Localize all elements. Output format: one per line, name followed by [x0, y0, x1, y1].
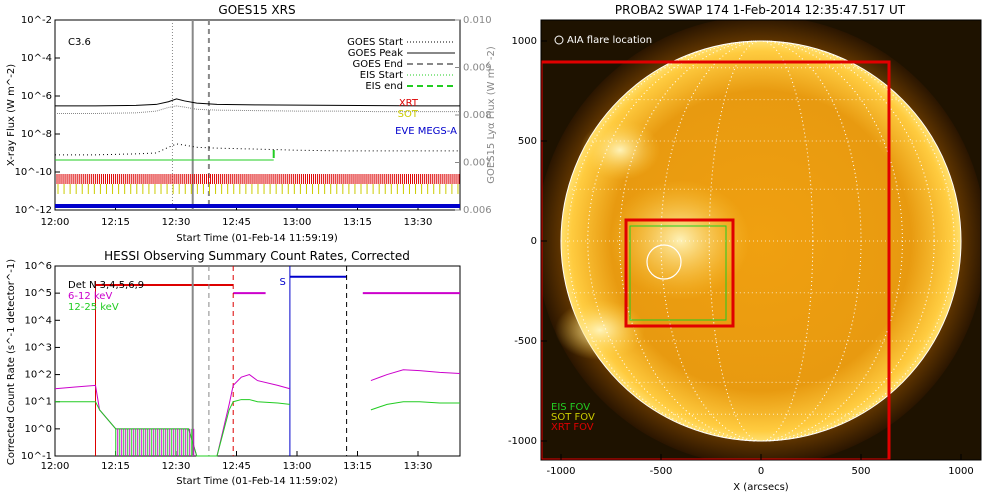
goes-ytick-right-label: 0.007 — [463, 158, 492, 169]
aia-legend-circle — [554, 35, 564, 45]
hessi-legend-label: 6-12 keV — [68, 291, 112, 302]
hessi-xtick-label: 12:00 — [41, 461, 70, 472]
longitude-gridline — [619, 40, 903, 442]
hessi-ytick-label: 10^4 — [25, 315, 52, 326]
swap-xtick-label: -500 — [650, 466, 673, 477]
hessi-series-line — [55, 399, 290, 457]
goes-series-line — [55, 143, 460, 156]
goes-ytick-right-label: 0.009 — [463, 63, 492, 74]
longitude-gridline — [567, 40, 955, 442]
goes-series-line — [55, 105, 460, 114]
goes-legend-label: GOES Start — [347, 37, 403, 48]
instrument-label: SOT — [398, 109, 419, 120]
fov-label: XRT FOV — [551, 422, 594, 433]
goes-ylabel: X-ray Flux (W m^-2) — [6, 64, 17, 166]
goes-legend-label: EIS Start — [360, 70, 403, 81]
xrt-fov-large — [541, 60, 891, 460]
goes-xtick-label: 12:00 — [41, 217, 70, 228]
fov-label: SOT FOV — [551, 412, 595, 423]
goes-xtick-label: 12:30 — [162, 217, 191, 228]
goes-xtick-label: 13:00 — [283, 217, 312, 228]
swap-ytick-label: -1000 — [508, 436, 537, 447]
hessi-ytick-label: 10^0 — [25, 424, 52, 435]
instrument-label: XRT — [399, 98, 419, 109]
hessi-xtick-label: 12:45 — [222, 461, 251, 472]
hessi-legend-label: Det N 3,4,5,6,9 — [68, 280, 144, 291]
hessi-ylabel: Corrected Count Rate (s^-1 detector^-1) — [6, 259, 17, 465]
hessi-ytick-label: 10^2 — [25, 370, 52, 381]
fov-label: EIS FOV — [551, 402, 590, 413]
goes-ytick-label: 10^-10 — [15, 167, 52, 178]
active-region — [555, 300, 645, 360]
goes-xtick-label: 13:15 — [343, 217, 372, 228]
hessi-series-line — [54, 374, 291, 457]
swap-xlabel: X (arcsecs) — [733, 482, 789, 493]
longitude-gridline — [587, 40, 935, 442]
goes-ytick-right-label: 0.008 — [463, 110, 492, 121]
hessi-plot-frame — [54, 265, 461, 457]
eis-fov — [629, 225, 727, 321]
hessi-legend-label: 12-25 keV — [68, 302, 119, 313]
goes-legend-label: GOES End — [353, 59, 403, 70]
goes-ytick-label: 10^-6 — [21, 91, 52, 102]
instrument-label: EVE MEGS-A — [395, 126, 457, 137]
swap-ytick-label: -500 — [514, 336, 537, 347]
goes-xlabel: Start Time (01-Feb-14 11:59:19) — [176, 233, 338, 244]
goes-class-label: C3.6 — [68, 37, 91, 48]
hessi-ytick-label: 10^5 — [25, 288, 52, 299]
goes-ytick-right-label: 0.006 — [463, 205, 492, 216]
hessi-ytick-label: 10^1 — [25, 397, 52, 408]
active-region — [580, 120, 660, 180]
hessi-xtick-label: 13:00 — [283, 461, 312, 472]
hessi-series-line — [370, 369, 461, 382]
active-region — [610, 180, 750, 300]
hessi-series-line — [370, 401, 460, 411]
swap-ytick-label: 0 — [531, 236, 537, 247]
hessi-xtick-label: 13:30 — [404, 461, 433, 472]
longitude-gridline — [708, 40, 814, 442]
aia-flare-circle — [646, 244, 682, 280]
swap-xtick-label: -1000 — [546, 466, 575, 477]
hessi-xtick-label: 12:15 — [101, 461, 130, 472]
swap-ytick-label: 500 — [518, 136, 537, 147]
goes-title: GOES15 XRS — [218, 3, 295, 17]
goes-xtick-label: 12:15 — [101, 217, 130, 228]
hessi-ytick-label: 10^3 — [25, 342, 52, 353]
swap-ytick-label: 1000 — [512, 36, 537, 47]
swap-xtick-label: 0 — [758, 466, 764, 477]
hessi-ytick-label: 10^6 — [25, 261, 52, 272]
hessi-xtick-label: 12:30 — [162, 461, 191, 472]
goes-xtick-label: 13:30 — [404, 217, 433, 228]
swap-xtick-label: 1000 — [948, 466, 973, 477]
xrt-fov — [624, 218, 735, 328]
goes-legend-label: EIS end — [365, 81, 403, 92]
goes-ytick-label: 10^-12 — [15, 205, 52, 216]
goes-ytick-right-label: 0.010 — [463, 15, 492, 26]
hessi-s-marker: S — [279, 277, 285, 288]
hessi-xtick-label: 13:15 — [343, 461, 372, 472]
longitude-gridline — [660, 40, 862, 442]
goes-series-line — [55, 98, 460, 107]
hessi-title: HESSI Observing Summary Count Rates, Cor… — [104, 249, 410, 263]
hessi-xlabel: Start Time (01-Feb-14 11:59:02) — [176, 476, 338, 487]
goes-xtick-label: 12:45 — [222, 217, 251, 228]
hessi-ytick-label: 10^-1 — [21, 451, 52, 462]
goes-ytick-label: 10^-8 — [21, 129, 52, 140]
goes-ytick-label: 10^-4 — [21, 53, 52, 64]
goes-legend-label: GOES Peak — [348, 48, 403, 59]
goes-ylabel-right: GOES15 Lyα Flux (W m^-2) — [486, 46, 497, 184]
swap-xtick-label: 500 — [851, 466, 870, 477]
aia-flare-label: AIA flare location — [567, 35, 652, 46]
goes-ytick-label: 10^-2 — [21, 15, 52, 26]
swap-title: PROBA2 SWAP 174 1-Feb-2014 12:35:47.517 … — [615, 3, 906, 17]
